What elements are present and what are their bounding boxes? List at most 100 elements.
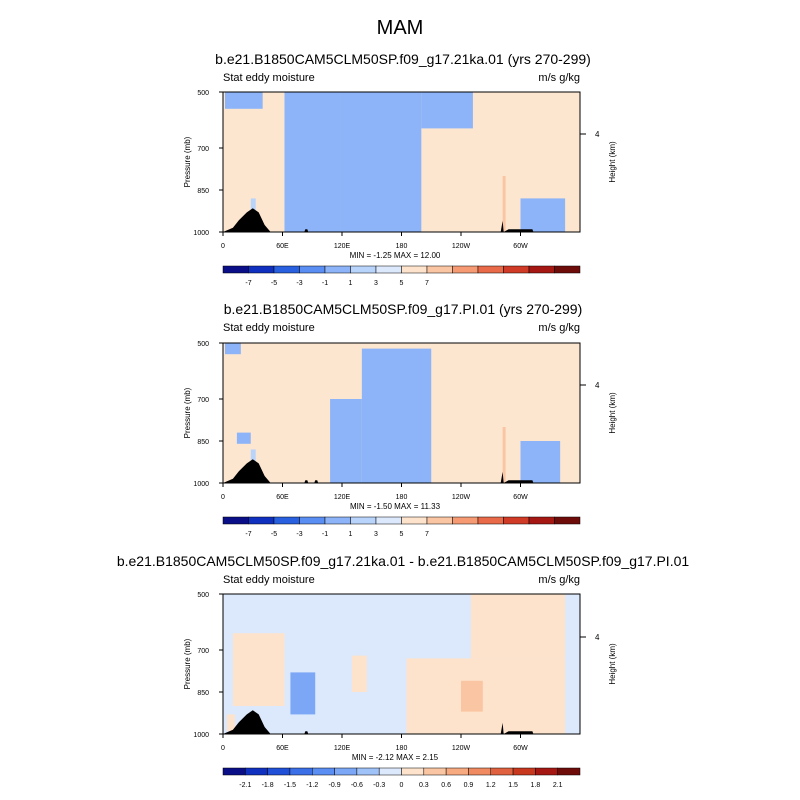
- contour-region-4: [520, 441, 561, 483]
- panel-1-y-ticks: 500 700 850 1000: [193, 90, 223, 237]
- panel-3-x-ticks: 0 60E 120E 180 120W 60W: [221, 734, 528, 752]
- panel-2-regions: [224, 343, 561, 483]
- panel-1-stats: MIN = -1.25 MAX = 12.00: [350, 251, 441, 260]
- panel-3-stats: MIN = -2.12 MAX = 2.15: [352, 753, 439, 762]
- panel-3-right-axis-label: Height (km): [608, 643, 617, 685]
- x-tick-label: 120E: [334, 243, 351, 250]
- colorbar-swatch: [554, 516, 581, 525]
- panel-3-y-ticks: 500 700 850 1000: [193, 592, 223, 739]
- colorbar-label: 7: [425, 531, 429, 538]
- y-tick-label: 500: [197, 90, 209, 97]
- colorbar-swatch: [375, 516, 402, 525]
- colorbar-swatch: [245, 767, 268, 776]
- panel-1-right-tick-label: 4: [595, 130, 600, 139]
- colorbar-swatch: [423, 767, 447, 776]
- x-tick-label: 180: [396, 745, 408, 752]
- panel-2-topography: [223, 459, 534, 483]
- y-tick-label: 700: [197, 397, 209, 404]
- contour-region-2: [340, 92, 422, 232]
- panel-1-y-axis-label: Pressure (mb): [183, 136, 192, 187]
- x-tick-label: 60W: [513, 243, 528, 250]
- colorbar-swatch: [477, 516, 504, 525]
- colorbar-label: 1: [349, 280, 353, 287]
- panel-2-colorbar: -7 -5 -3 -1 1 3 5 7: [222, 516, 581, 538]
- colorbar-label: 7: [425, 280, 429, 287]
- contour-region-6: [502, 176, 506, 232]
- panel-2-units: m/s g/kg: [538, 322, 580, 334]
- colorbar-swatch: [401, 767, 425, 776]
- contour-region-3: [224, 343, 241, 355]
- x-tick-label: 120E: [334, 494, 351, 501]
- panel-2-x-ticks: 0 60E 120E 180 120W 60W: [221, 483, 528, 501]
- colorbar-swatch: [445, 767, 469, 776]
- panel-1-title: b.e21.B1850CAM5CLM50SP.f09_g17.21ka.01 (…: [215, 51, 591, 67]
- x-tick-label: 180: [396, 494, 408, 501]
- x-tick-label: 0: [221, 745, 225, 752]
- x-tick-label: 60W: [513, 494, 528, 501]
- colorbar-swatch: [528, 265, 555, 274]
- y-tick-label: 500: [197, 341, 209, 348]
- contour-region-1: [284, 92, 341, 232]
- colorbar-swatch: [248, 516, 275, 525]
- colorbar-swatch: [273, 265, 300, 274]
- y-tick-label: 1000: [193, 732, 209, 739]
- panel-3-variable: Stat eddy moisture: [223, 574, 315, 586]
- colorbar-swatch: [426, 516, 453, 525]
- colorbar-label: 1.5: [508, 782, 518, 789]
- panel-2-y-ticks: 500 700 850 1000: [193, 341, 223, 488]
- colorbar-swatch: [350, 265, 377, 274]
- x-tick-label: 120W: [452, 745, 471, 752]
- colorbar-label: -3: [296, 280, 302, 287]
- colorbar-swatch: [299, 265, 326, 274]
- panel-3-topography: [223, 710, 534, 734]
- colorbar-label: -1: [322, 531, 328, 538]
- colorbar-swatch: [299, 516, 326, 525]
- x-tick-label: 60E: [276, 243, 289, 250]
- colorbar-swatch: [557, 767, 581, 776]
- colorbar-label: -5: [271, 280, 277, 287]
- y-tick-label: 500: [197, 592, 209, 599]
- y-tick-label: 850: [197, 439, 209, 446]
- colorbar-swatch: [528, 516, 555, 525]
- colorbar-label: 0.6: [441, 782, 451, 789]
- contour-region-3: [470, 594, 566, 659]
- colorbar-label: -7: [245, 531, 251, 538]
- colorbar-swatch: [401, 516, 428, 525]
- colorbar-swatch: [324, 265, 351, 274]
- contour-region-1: [361, 348, 432, 483]
- colorbar-swatch: [350, 516, 377, 525]
- colorbar-label: -1: [322, 280, 328, 287]
- colorbar-swatch: [490, 767, 514, 776]
- contour-region-7: [226, 714, 235, 732]
- contour-region-5: [236, 432, 251, 444]
- colorbar-swatch: [312, 767, 335, 776]
- colorbar-label: -5: [271, 531, 277, 538]
- colorbar-swatch: [222, 265, 249, 274]
- panel-3-units: m/s g/kg: [538, 574, 580, 586]
- colorbar-swatch: [503, 516, 530, 525]
- colorbar-swatch: [452, 265, 479, 274]
- y-tick-label: 850: [197, 690, 209, 697]
- colorbar-label: -1.5: [284, 782, 296, 789]
- colorbar-swatch: [468, 767, 491, 776]
- colorbar-swatch: [356, 767, 380, 776]
- colorbar-swatch: [273, 516, 300, 525]
- panel-1-right-axis-label: Height (km): [608, 141, 617, 183]
- x-tick-label: 120W: [452, 243, 471, 250]
- colorbar-label: -0.6: [351, 782, 363, 789]
- x-tick-label: 120E: [334, 745, 351, 752]
- colorbar-label: 0.9: [464, 782, 474, 789]
- y-tick-label: 1000: [193, 230, 209, 237]
- contour-region-2: [406, 658, 566, 734]
- y-tick-label: 700: [197, 146, 209, 153]
- panel-2-title: b.e21.B1850CAM5CLM50SP.f09_g17.PI.01 (yr…: [224, 301, 583, 317]
- contour-region-3: [421, 92, 473, 129]
- colorbar-label: -0.3: [373, 782, 385, 789]
- panel-2: b.e21.B1850CAM5CLM50SP.f09_g17.PI.01 (yr…: [183, 301, 617, 538]
- panel-3-colorbar: -2.1 -1.8 -1.5 -1.2 -0.9 -0.6 -0.3 0 0.3 0.6 0.9 1.…: [222, 767, 581, 789]
- y-tick-label: 850: [197, 188, 209, 195]
- panel-1: b.e21.B1850CAM5CLM50SP.f09_g17.21ka.01 (…: [183, 51, 617, 287]
- colorbar-label: 1: [349, 531, 353, 538]
- panel-2-right-axis-label: Height (km): [608, 392, 617, 434]
- colorbar-label: -3: [296, 531, 302, 538]
